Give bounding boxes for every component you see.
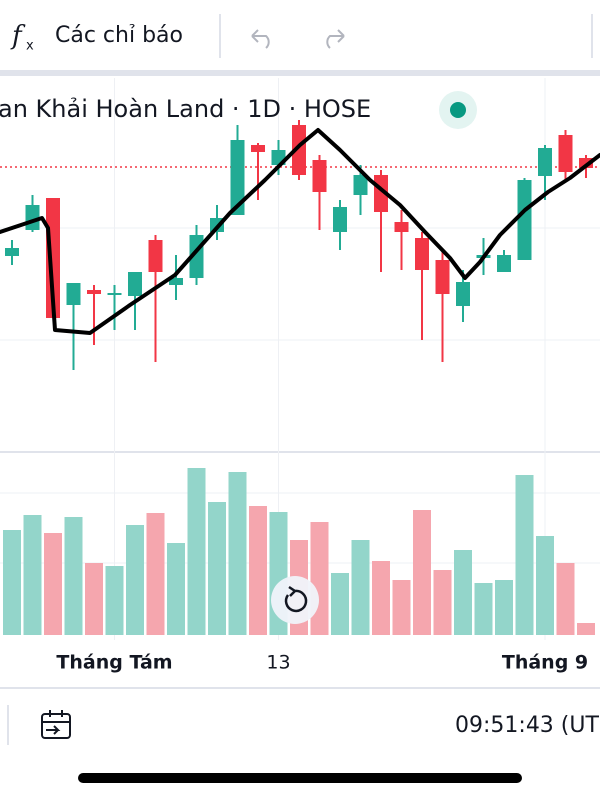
volume-bar bbox=[249, 506, 267, 635]
candle-body bbox=[456, 282, 470, 306]
chart-title: an Khải Hoàn Land · 1D · HOSE bbox=[0, 95, 371, 123]
volume-bar bbox=[3, 530, 21, 635]
volume-bar bbox=[556, 563, 575, 635]
candle-body bbox=[558, 135, 573, 172]
candle-body bbox=[148, 240, 163, 272]
volume-bar bbox=[577, 623, 595, 635]
fx-icon-sub: x bbox=[26, 39, 34, 54]
volume-bar bbox=[310, 522, 329, 635]
drawing[interactable] bbox=[0, 128, 600, 335]
volume-bar bbox=[105, 566, 124, 635]
home-indicator bbox=[78, 773, 522, 783]
volume-bar bbox=[44, 533, 62, 635]
candle-body bbox=[230, 140, 245, 215]
volume-bar bbox=[331, 573, 349, 635]
volume-bar bbox=[208, 502, 226, 635]
candle-body bbox=[5, 248, 19, 256]
candle-body bbox=[87, 290, 101, 294]
toolbar-divider bbox=[0, 70, 600, 76]
volume-bar bbox=[167, 543, 185, 635]
volume-bar bbox=[433, 570, 452, 635]
volume-bar bbox=[146, 513, 165, 635]
reset-icon bbox=[284, 585, 308, 613]
volume-bar bbox=[515, 475, 534, 635]
candle-body bbox=[128, 272, 142, 296]
volume-bar bbox=[85, 563, 103, 635]
candle-body bbox=[169, 278, 183, 285]
volume-bar bbox=[413, 510, 431, 635]
candle-body bbox=[497, 255, 511, 272]
volume-bar bbox=[474, 583, 493, 635]
date-range-button[interactable] bbox=[41, 710, 71, 739]
candle-body bbox=[517, 180, 532, 260]
candle-body bbox=[394, 222, 409, 232]
volume-bar bbox=[23, 515, 42, 635]
reset-button[interactable] bbox=[271, 576, 319, 624]
volume-bar bbox=[536, 536, 554, 635]
candle-body bbox=[415, 238, 429, 270]
volume-bar bbox=[392, 580, 411, 635]
x-tick-label: Tháng Tám bbox=[56, 652, 172, 674]
x-tick-label: 13 bbox=[266, 652, 290, 674]
candle-body bbox=[292, 125, 306, 175]
redo-button[interactable] bbox=[326, 29, 345, 49]
candle-body bbox=[538, 148, 552, 176]
candle-body bbox=[251, 145, 265, 152]
volume-bar bbox=[351, 540, 370, 635]
volume-bar bbox=[64, 517, 83, 635]
candle-body bbox=[435, 260, 450, 294]
x-tick-label: Tháng 9 bbox=[502, 652, 588, 674]
candle-body bbox=[312, 160, 327, 192]
volume-bar bbox=[495, 580, 513, 635]
candle-body bbox=[353, 175, 368, 195]
volume-bar bbox=[454, 550, 472, 635]
candle-body bbox=[333, 207, 347, 232]
indicators-button[interactable]: Các chỉ báo bbox=[55, 23, 183, 48]
undo-button[interactable] bbox=[251, 29, 270, 49]
candle-body bbox=[107, 293, 122, 295]
fx-icon[interactable]: f bbox=[10, 21, 26, 51]
volume-bar bbox=[372, 561, 390, 635]
volume-bar bbox=[228, 472, 247, 635]
volume-bar bbox=[187, 468, 206, 635]
status-dot bbox=[450, 102, 466, 118]
candle-body bbox=[579, 158, 593, 168]
volume-bar bbox=[126, 525, 144, 635]
clock: 09:51:43 (UT bbox=[455, 713, 599, 738]
candle-body bbox=[66, 283, 81, 305]
